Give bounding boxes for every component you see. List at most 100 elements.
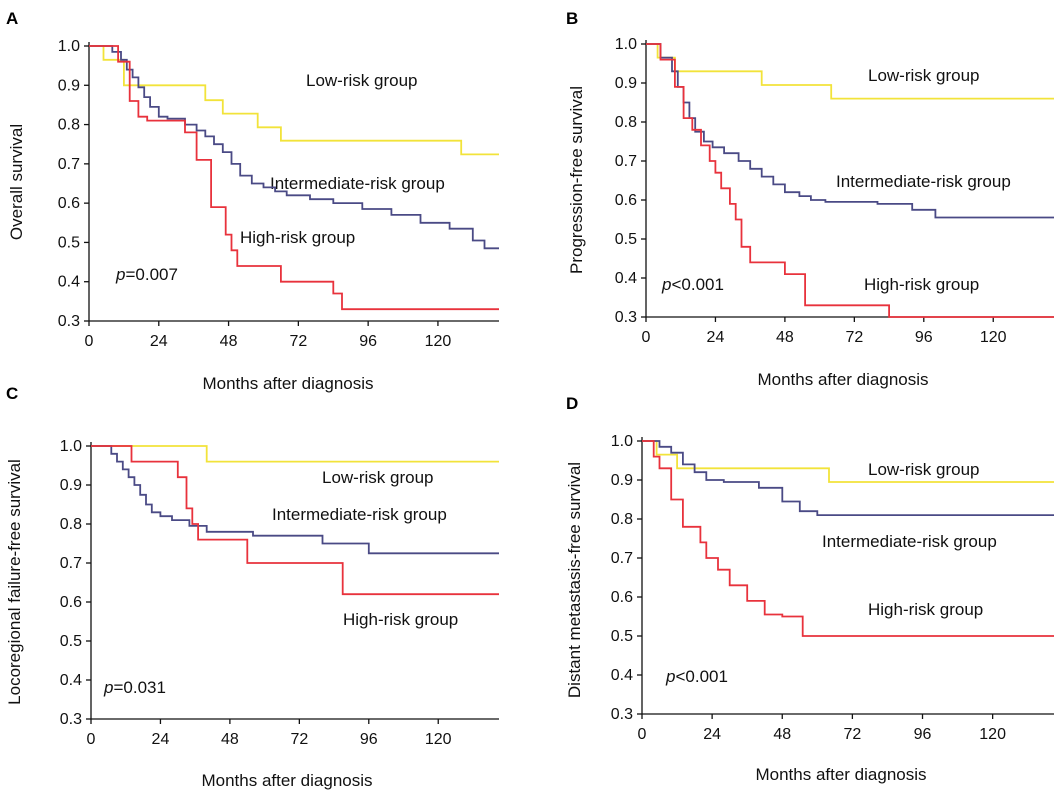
panel-letter-c: C <box>6 384 18 403</box>
y-tick-label-d: 1.0 <box>611 433 633 450</box>
series-label-c-high: High-risk group <box>343 610 458 629</box>
plot-c: 0.3 0.4 0.5 0.6 0.7 0.8 0.9 1.0 0 24 48 72 96 120 <box>60 438 499 748</box>
y-axis-label-d: Distant metastasis-free survival <box>565 462 584 698</box>
y-tick-label-a: 0.3 <box>58 313 80 330</box>
y-tick-label-d: 0.9 <box>611 472 633 489</box>
x-tick-label-a: 48 <box>220 333 238 350</box>
y-tick-label-b: 1.0 <box>615 36 637 53</box>
survival-curve-b-high <box>646 43 1054 318</box>
y-tick-label-d: 0.5 <box>611 628 633 645</box>
y-tick-label-b: 0.6 <box>615 192 637 209</box>
x-tick-label-c: 24 <box>152 731 170 748</box>
survival-curve-c-intermediate <box>91 445 499 555</box>
series-label-d-low: Low-risk group <box>868 460 980 479</box>
x-tick-label-c: 120 <box>425 731 452 748</box>
x-tick-label-d: 120 <box>979 726 1006 743</box>
y-tick-label-a: 0.9 <box>58 77 80 94</box>
pvalue-d: p<0.001 <box>665 667 728 686</box>
y-tick-label-c: 0.3 <box>60 711 82 728</box>
y-tick-label-c: 0.4 <box>60 672 82 689</box>
series-label-d-intermediate: Intermediate-risk group <box>822 532 997 551</box>
x-tick-label-a: 0 <box>85 333 94 350</box>
plot-b: 0.3 0.4 0.5 0.6 0.7 0.8 0.9 1.0 0 24 48 72 96 120 <box>615 36 1054 346</box>
survival-curve-d-intermediate <box>642 440 1054 516</box>
survival-curve-a-low <box>89 45 499 156</box>
x-axis-label-a: Months after diagnosis <box>202 374 373 393</box>
survival-curve-c-high <box>91 445 499 596</box>
y-tick-label-a: 0.4 <box>58 274 80 291</box>
x-tick-label-c: 0 <box>87 731 96 748</box>
y-tick-label-c: 0.5 <box>60 633 82 650</box>
panel-letter-b: B <box>566 9 578 28</box>
pvalue-a: p=0.007 <box>115 265 178 284</box>
y-tick-label-a: 0.7 <box>58 156 80 173</box>
x-tick-label-a: 24 <box>150 333 168 350</box>
y-tick-label-c: 1.0 <box>60 438 82 455</box>
y-tick-label-d: 0.7 <box>611 550 633 567</box>
x-tick-label-c: 96 <box>360 731 378 748</box>
x-tick-label-a: 120 <box>425 333 452 350</box>
x-tick-label-c: 48 <box>221 731 239 748</box>
series-label-b-high: High-risk group <box>864 275 979 294</box>
series-label-a-high: High-risk group <box>240 228 355 247</box>
y-tick-label-d: 0.4 <box>611 667 633 684</box>
y-tick-label-c: 0.7 <box>60 555 82 572</box>
plot-layer: 0.30.40.50.60.70.80.91.00 24 48 72 96 1200.30… <box>58 36 1054 748</box>
plot-a: 0.3 0.4 0.5 0.6 0.7 0.8 0.9 1.0 0 24 48 72 96 120 <box>58 38 499 350</box>
y-axis-label-a: Overall survival <box>7 124 26 240</box>
x-axis-label-d: Months after diagnosis <box>755 765 926 784</box>
y-tick-label-b: 0.4 <box>615 270 637 287</box>
panel-c: C Locoregional failure-free survival Mon… <box>5 384 458 790</box>
y-tick-label-c: 0.9 <box>60 477 82 494</box>
panel-b: B Progression-free survival Months after… <box>566 9 1011 389</box>
series-label-b-intermediate: Intermediate-risk group <box>836 172 1011 191</box>
survival-curve-b-intermediate <box>646 43 1054 219</box>
y-tick-label-b: 0.8 <box>615 114 637 131</box>
survival-curve-a-high <box>89 45 499 311</box>
x-axis-label-b: Months after diagnosis <box>757 370 928 389</box>
pvalue-c: p=0.031 <box>103 678 166 697</box>
x-tick-label-a: 72 <box>289 333 307 350</box>
y-tick-label-c: 0.6 <box>60 594 82 611</box>
survival-curve-c-low <box>91 445 499 463</box>
panel-d: D Distant metastasis-free survival Month… <box>565 394 997 784</box>
x-tick-label-d: 0 <box>638 726 647 743</box>
x-tick-label-d: 24 <box>703 726 721 743</box>
x-axis-label-c: Months after diagnosis <box>201 771 372 790</box>
y-tick-label-b: 0.7 <box>615 153 637 170</box>
series-label-a-low: Low-risk group <box>306 71 418 90</box>
panel-letter-d: D <box>566 394 578 413</box>
y-tick-label-a: 0.6 <box>58 195 80 212</box>
x-tick-label-a: 96 <box>359 333 377 350</box>
y-tick-label-d: 0.8 <box>611 511 633 528</box>
y-axis-label-b: Progression-free survival <box>567 86 586 274</box>
x-tick-label-b: 24 <box>707 329 725 346</box>
y-tick-label-b: 0.5 <box>615 231 637 248</box>
pvalue-b: p<0.001 <box>661 275 724 294</box>
x-tick-label-c: 72 <box>290 731 308 748</box>
survival-curve-d-low <box>642 440 1054 483</box>
y-tick-label-d: 0.6 <box>611 589 633 606</box>
x-tick-label-d: 72 <box>843 726 861 743</box>
y-tick-label-a: 0.8 <box>58 117 80 134</box>
x-tick-label-d: 48 <box>773 726 791 743</box>
y-tick-label-c: 0.8 <box>60 516 82 533</box>
x-tick-label-b: 96 <box>915 329 933 346</box>
series-label-a-intermediate: Intermediate-risk group <box>270 174 445 193</box>
plot-d: 0.3 0.4 0.5 0.6 0.7 0.8 0.9 1.0 0 24 48 72 96 120 <box>611 433 1054 743</box>
x-tick-label-b: 48 <box>776 329 794 346</box>
x-tick-label-b: 72 <box>845 329 863 346</box>
survival-curve-a-intermediate <box>89 45 499 250</box>
y-tick-label-a: 1.0 <box>58 38 80 55</box>
survival-curve-d-high <box>642 440 1054 637</box>
survival-curve-b-low <box>646 43 1054 100</box>
x-tick-label-d: 96 <box>914 726 932 743</box>
y-tick-label-d: 0.3 <box>611 706 633 723</box>
series-label-d-high: High-risk group <box>868 600 983 619</box>
y-tick-label-b: 0.9 <box>615 75 637 92</box>
y-axis-label-c: Locoregional failure-free survival <box>5 459 24 705</box>
series-label-c-intermediate: Intermediate-risk group <box>272 505 447 524</box>
x-tick-label-b: 120 <box>980 329 1007 346</box>
y-tick-label-a: 0.5 <box>58 234 80 251</box>
